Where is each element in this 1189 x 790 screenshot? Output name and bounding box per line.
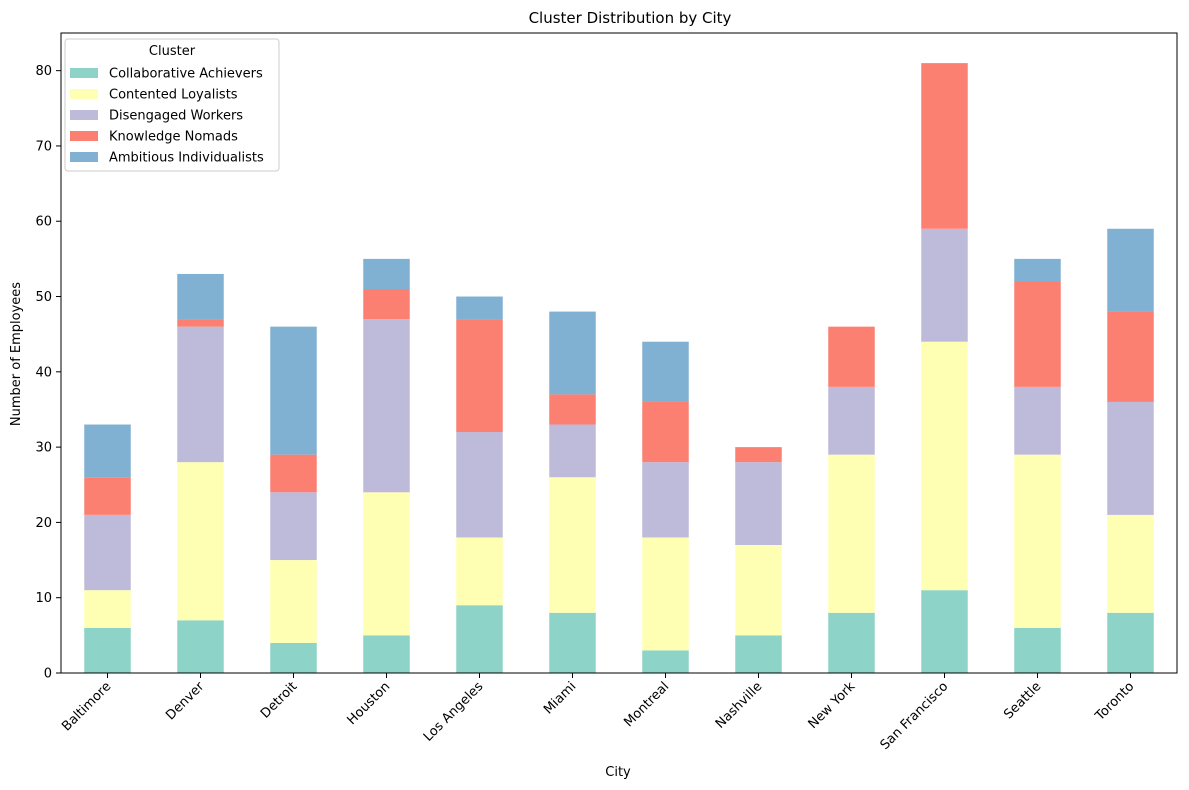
x-tick-label: Detroit: [258, 679, 300, 721]
x-tick-label: New York: [806, 679, 859, 732]
bar-segment: [84, 477, 131, 515]
bar-segment: [177, 326, 224, 463]
bar-segment: [1107, 401, 1154, 515]
legend: Cluster Collaborative Achievers Contented …: [64, 38, 280, 172]
bar-segment: [456, 296, 503, 320]
y-tick-label: 20: [35, 516, 52, 531]
x-tick-label: Toronto: [1092, 679, 1137, 724]
bars-layer: [84, 63, 1154, 673]
bar-segment: [549, 394, 596, 425]
legend-swatch: [70, 68, 98, 78]
legend-box: [64, 38, 280, 172]
x-tick-label: Baltimore: [59, 679, 114, 734]
bar-segment: [921, 228, 968, 342]
legend-label: Collaborative Achievers: [109, 67, 263, 82]
legend-label: Disengaged Workers: [109, 109, 243, 124]
bar-segment: [828, 326, 875, 387]
bar-segment: [735, 545, 782, 636]
bar-segment: [84, 514, 131, 591]
bar-segment: [456, 319, 503, 433]
x-axis-label: City: [605, 765, 631, 780]
bar-segment: [270, 492, 317, 561]
bar-segment: [177, 273, 224, 320]
bar-segment: [363, 319, 410, 493]
bar-segment: [270, 560, 317, 643]
bar-segment: [1014, 281, 1061, 387]
bar-segment: [270, 326, 317, 455]
bar-segment: [549, 424, 596, 478]
bar-segment: [363, 289, 410, 320]
bar-segment: [735, 635, 782, 673]
bar-segment: [1014, 258, 1061, 282]
bar-segment: [642, 401, 689, 463]
legend-swatch: [70, 89, 98, 99]
chart-title: Cluster Distribution by City: [529, 9, 732, 27]
y-tick-label: 10: [35, 591, 52, 606]
bar-segment: [177, 620, 224, 673]
y-axis-label: Number of Employees: [9, 282, 24, 426]
y-tick-label: 0: [44, 667, 52, 682]
bar-segment: [1107, 514, 1154, 613]
bar-segment: [456, 537, 503, 606]
x-tick-label: Montreal: [621, 679, 672, 730]
bar-segment: [549, 311, 596, 395]
y-tick-label: 40: [35, 365, 52, 380]
legend-swatch: [70, 110, 98, 120]
bar-segment: [549, 477, 596, 613]
y-axis: 0 10 20 30 40 50 60 70 80: [35, 64, 61, 682]
legend-label: Knowledge Nomads: [109, 130, 238, 145]
bar-segment: [1014, 454, 1061, 628]
x-tick-label: Miami: [541, 679, 579, 717]
legend-label: Contented Loyalists: [109, 88, 238, 103]
x-tick-label: Los Angeles: [421, 679, 487, 745]
bar-segment: [735, 462, 782, 545]
bar-segment: [177, 462, 224, 621]
bar-segment: [456, 605, 503, 673]
bar-segment: [1107, 612, 1154, 673]
bar-segment: [642, 650, 689, 673]
bar-segment: [642, 462, 689, 538]
x-tick-label: Nashville: [713, 679, 765, 731]
y-tick-label: 50: [35, 290, 52, 305]
bar-segment: [642, 341, 689, 402]
bar-segment: [270, 454, 317, 493]
y-tick-label: 30: [35, 441, 52, 456]
x-tick-label: Seattle: [1001, 679, 1044, 722]
y-tick-label: 80: [35, 64, 52, 79]
legend-swatch: [70, 152, 98, 162]
legend-title: Cluster: [149, 44, 196, 59]
legend-swatch: [70, 131, 98, 141]
bar-segment: [921, 63, 968, 229]
x-tick-label: Denver: [163, 679, 208, 724]
x-tick-label: San Francisco: [878, 679, 952, 753]
bar-segment: [1107, 228, 1154, 312]
bar-segment: [921, 341, 968, 591]
bar-segment: [456, 432, 503, 538]
bar-segment: [1107, 311, 1154, 402]
bar-segment: [177, 319, 224, 327]
x-tick-label: Houston: [345, 679, 394, 728]
bar-segment: [1014, 386, 1061, 455]
bar-segment: [735, 447, 782, 463]
bar-segment: [1014, 627, 1061, 673]
bar-segment: [84, 424, 131, 478]
bar-segment: [363, 258, 410, 289]
bar-segment: [363, 492, 410, 636]
legend-label: Ambitious Individualists: [109, 151, 264, 166]
y-tick-label: 60: [35, 215, 52, 230]
bar-segment: [828, 454, 875, 613]
bar-segment: [549, 612, 596, 673]
bar-segment: [828, 386, 875, 455]
bar-segment: [270, 642, 317, 673]
bar-segment: [921, 590, 968, 673]
bar-segment: [828, 612, 875, 673]
y-tick-label: 70: [35, 139, 52, 154]
x-axis: Baltimore Denver Detroit Houston Los Angeles…: [59, 673, 1137, 753]
bar-segment: [84, 590, 131, 628]
bar-segment: [642, 537, 689, 651]
bar-segment: [363, 635, 410, 673]
plot-frame: [60, 32, 1178, 674]
bar-segment: [84, 627, 131, 673]
